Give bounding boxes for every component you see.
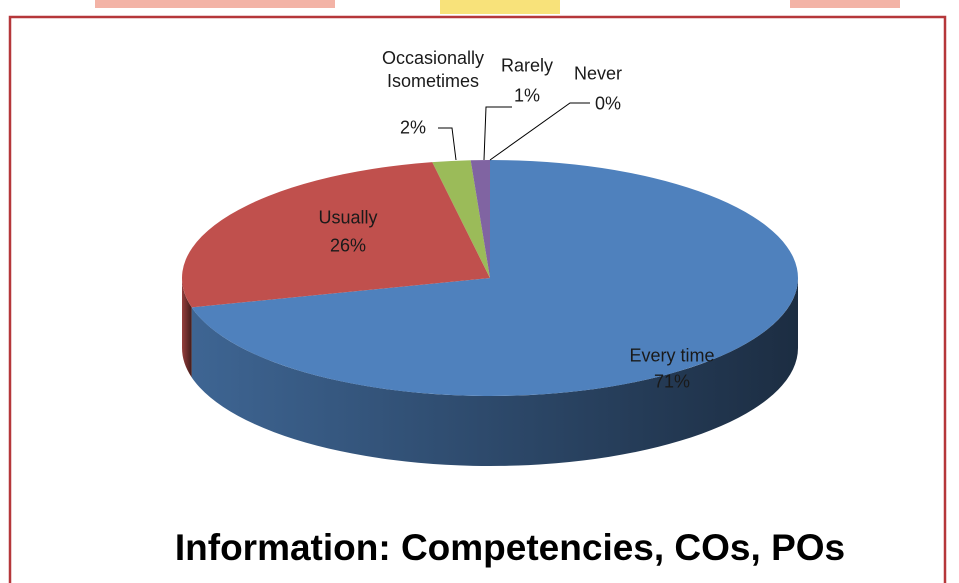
slice-label: Usually	[318, 207, 378, 228]
decoration	[790, 0, 900, 8]
slice	[181, 162, 490, 308]
slice-label: Every time	[629, 345, 715, 366]
value-label: 2%	[399, 117, 427, 138]
slice	[470, 160, 490, 278]
leader-line	[438, 127, 457, 161]
pie	[181, 160, 798, 466]
slice	[432, 160, 490, 278]
slice	[191, 160, 798, 396]
slice-side	[182, 278, 192, 378]
leader-line	[483, 106, 512, 161]
decoration	[440, 0, 560, 14]
leader-line	[489, 102, 590, 161]
value-label: 0%	[594, 93, 622, 114]
slice-label: Rarely	[500, 55, 554, 76]
value-label: 1%	[513, 85, 541, 106]
frame	[8, 15, 947, 583]
value-label: 26%	[329, 235, 367, 256]
decoration	[95, 0, 335, 8]
chart-title: Information: Competencies, COs, POs	[174, 527, 846, 568]
value-label: 71%	[653, 371, 691, 392]
slice-label: Never	[573, 63, 623, 84]
slice-label: Occasionally Isometimes	[381, 48, 485, 91]
slice-side	[191, 278, 798, 466]
